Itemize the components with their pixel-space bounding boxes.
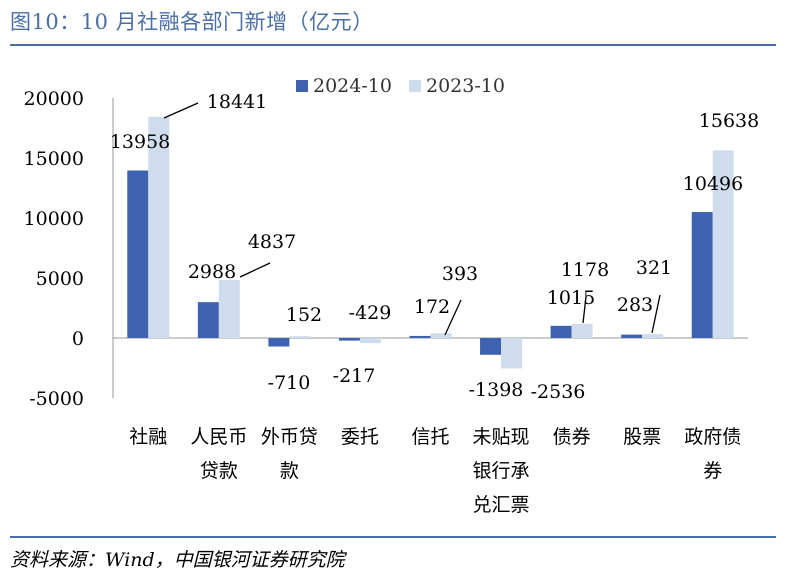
bar-2024-10-8 [691, 212, 713, 338]
data-label: 1015 [547, 287, 595, 309]
data-label: 393 [442, 263, 478, 285]
category-label: 政府债 [684, 426, 741, 448]
bottom-rule [10, 536, 776, 538]
category-label: 委托 [341, 426, 379, 448]
data-label: 18441 [207, 91, 267, 113]
figure-title: 图10：10 月社融各部门新增（亿元） [10, 10, 374, 34]
bar-2024-10-2 [268, 338, 290, 347]
legend-swatch-0 [296, 80, 308, 92]
y-tick-label: -5000 [29, 388, 84, 410]
data-label: -2536 [531, 381, 586, 403]
data-label: -1398 [469, 379, 524, 401]
category-label: 信托 [411, 426, 449, 448]
y-tick-label: 10000 [24, 208, 84, 230]
y-tick-label: 5000 [36, 268, 84, 290]
category-label: 银行承 [473, 460, 530, 482]
bar-2024-10-0 [127, 170, 149, 338]
legend-label: 2023-10 [426, 75, 505, 97]
category-label: 券 [703, 460, 722, 482]
data-label: 152 [286, 304, 322, 326]
category-label: 款 [280, 460, 299, 482]
category-label: 股票 [623, 426, 661, 448]
data-label: 283 [617, 294, 653, 316]
data-label: 13958 [110, 131, 170, 153]
category-label: 兑汇票 [473, 494, 530, 516]
bar-2023-10-3 [359, 338, 381, 344]
bar-2024-10-6 [550, 325, 572, 338]
bar-2023-10-6 [571, 323, 593, 338]
bar-2024-10-1 [197, 302, 219, 338]
data-label: -429 [349, 302, 392, 324]
data-label: 2988 [188, 261, 236, 283]
data-label: 172 [414, 296, 450, 318]
bar-2024-10-4 [409, 335, 431, 338]
source-note: 资料来源：Wind，中国银河证券研究院 [10, 549, 345, 571]
bar-2023-10-0 [148, 116, 170, 338]
bar-2023-10-5 [501, 338, 523, 369]
category-label: 贷款 [200, 460, 238, 482]
category-label: 社融 [129, 426, 167, 448]
leader-line [444, 299, 462, 336]
bar-2023-10-1 [218, 279, 240, 338]
bar-2024-10-7 [621, 334, 643, 338]
category-label: 债券 [553, 426, 591, 448]
category-label: 人民币 [190, 426, 247, 448]
bar-2023-10-2 [289, 336, 311, 338]
leader-line [651, 294, 661, 334]
data-label: 10496 [683, 173, 743, 195]
bar-2023-10-4 [430, 333, 452, 338]
y-tick-label: 20000 [24, 88, 84, 110]
data-label: 4837 [248, 231, 296, 253]
data-label: 15638 [699, 110, 759, 132]
leader-line [582, 296, 587, 324]
category-label: 外币贷 [261, 426, 318, 448]
y-tick-label: 0 [72, 328, 84, 350]
bar-2024-10-5 [480, 338, 502, 355]
leader-line [239, 262, 271, 278]
y-tick-label: 15000 [24, 148, 84, 170]
bar-2023-10-8 [712, 150, 734, 338]
data-label: -710 [268, 372, 311, 394]
bar-2023-10-7 [642, 334, 664, 338]
data-label: -217 [333, 365, 376, 387]
data-label: 321 [636, 257, 672, 279]
bar-2024-10-3 [338, 338, 360, 341]
category-label: 未贴现 [473, 426, 530, 448]
legend-swatch-1 [409, 80, 421, 92]
top-rule [10, 44, 776, 46]
data-label: 1178 [561, 259, 609, 281]
legend-label: 2024-10 [313, 75, 392, 97]
leader-line [163, 102, 199, 119]
